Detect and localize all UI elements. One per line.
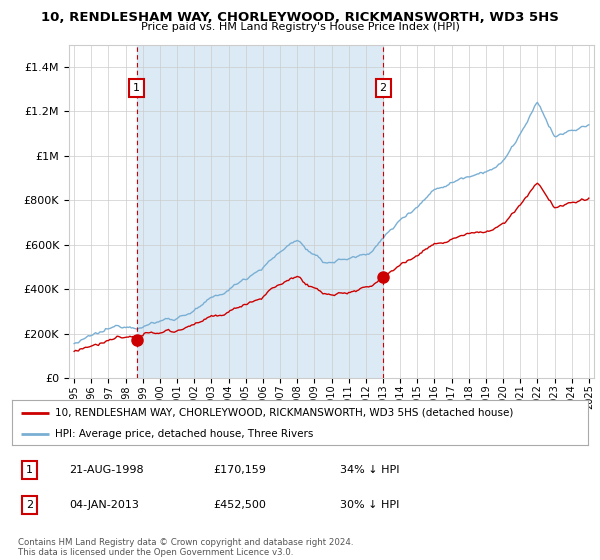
Text: 10, RENDLESHAM WAY, CHORLEYWOOD, RICKMANSWORTH, WD3 5HS: 10, RENDLESHAM WAY, CHORLEYWOOD, RICKMAN… xyxy=(41,11,559,24)
Text: 2: 2 xyxy=(380,83,387,93)
Text: £452,500: £452,500 xyxy=(214,500,266,510)
Text: 1: 1 xyxy=(26,465,33,475)
Bar xyxy=(137,45,383,378)
Text: £170,159: £170,159 xyxy=(214,465,266,475)
Text: 1: 1 xyxy=(133,83,140,93)
Text: 21-AUG-1998: 21-AUG-1998 xyxy=(70,465,144,475)
Text: Price paid vs. HM Land Registry's House Price Index (HPI): Price paid vs. HM Land Registry's House … xyxy=(140,22,460,32)
Text: 2: 2 xyxy=(26,500,33,510)
Text: 04-JAN-2013: 04-JAN-2013 xyxy=(70,500,139,510)
Text: Contains HM Land Registry data © Crown copyright and database right 2024.
This d: Contains HM Land Registry data © Crown c… xyxy=(18,538,353,557)
Text: HPI: Average price, detached house, Three Rivers: HPI: Average price, detached house, Thre… xyxy=(55,429,314,439)
Text: 10, RENDLESHAM WAY, CHORLEYWOOD, RICKMANSWORTH, WD3 5HS (detached house): 10, RENDLESHAM WAY, CHORLEYWOOD, RICKMAN… xyxy=(55,408,514,418)
Text: 34% ↓ HPI: 34% ↓ HPI xyxy=(340,465,400,475)
Text: 30% ↓ HPI: 30% ↓ HPI xyxy=(340,500,400,510)
